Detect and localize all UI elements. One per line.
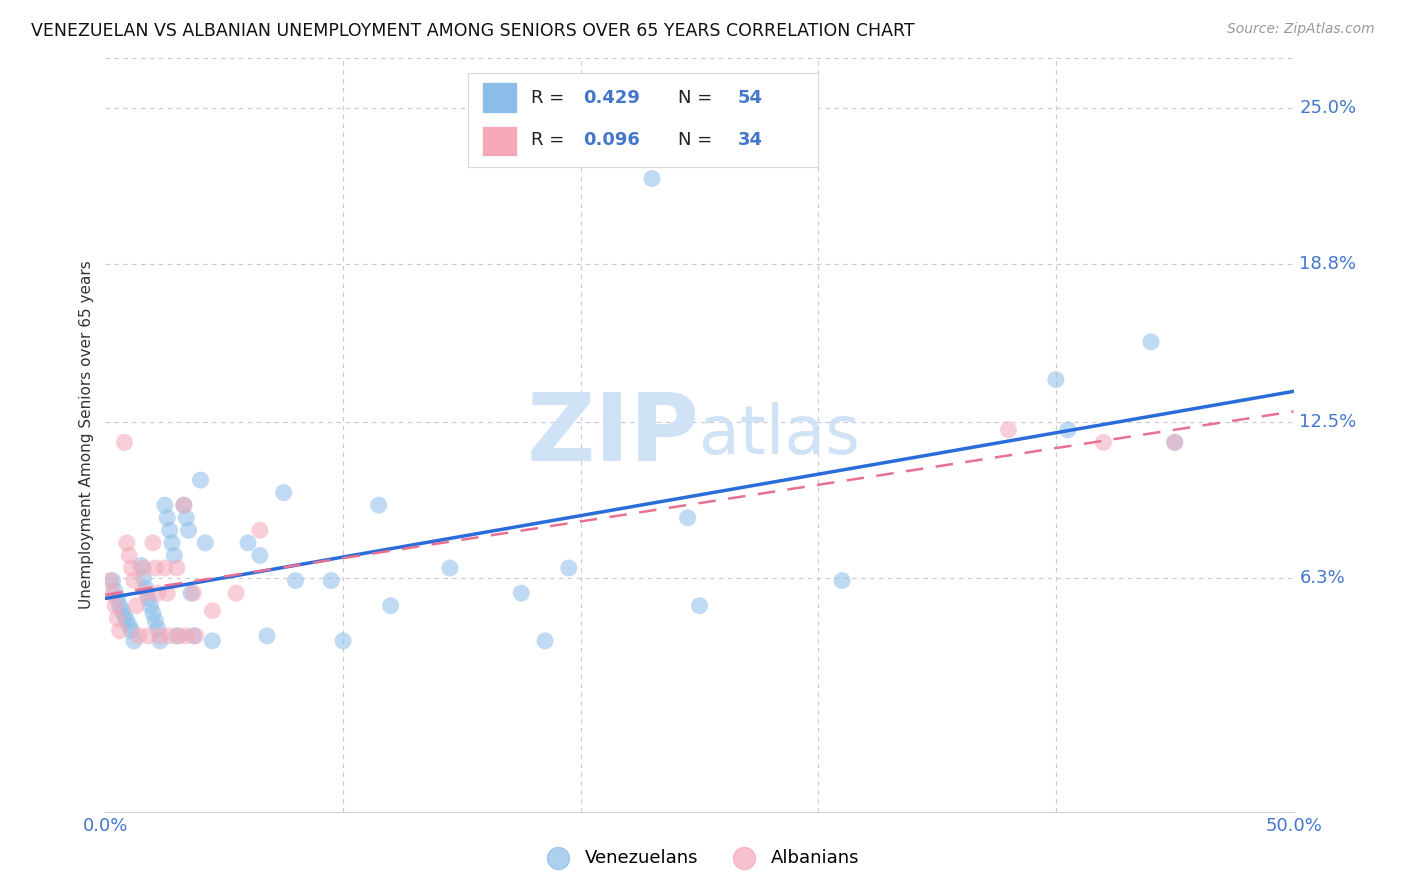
Point bbox=[201, 633, 224, 648]
Point bbox=[177, 524, 200, 538]
Point bbox=[149, 633, 172, 648]
Point bbox=[997, 423, 1019, 437]
Point bbox=[183, 586, 205, 600]
Point bbox=[225, 586, 247, 600]
Point bbox=[1045, 373, 1067, 387]
Point bbox=[180, 586, 202, 600]
Point bbox=[380, 599, 402, 613]
Point bbox=[128, 629, 150, 643]
Point bbox=[136, 591, 159, 606]
Point bbox=[143, 614, 166, 628]
Y-axis label: Unemployment Among Seniors over 65 years: Unemployment Among Seniors over 65 years bbox=[79, 260, 94, 609]
Text: 18.8%: 18.8% bbox=[1299, 255, 1357, 273]
Point bbox=[163, 549, 186, 563]
Point bbox=[118, 619, 141, 633]
Point bbox=[1164, 435, 1187, 450]
Point bbox=[510, 586, 533, 600]
Point bbox=[114, 608, 136, 623]
Point bbox=[641, 171, 664, 186]
Point bbox=[1140, 334, 1163, 349]
Point bbox=[132, 571, 155, 585]
Point bbox=[160, 536, 183, 550]
Text: VENEZUELAN VS ALBANIAN UNEMPLOYMENT AMONG SENIORS OVER 65 YEARS CORRELATION CHAR: VENEZUELAN VS ALBANIAN UNEMPLOYMENT AMON… bbox=[31, 22, 914, 40]
Point bbox=[122, 633, 145, 648]
Point bbox=[249, 524, 271, 538]
Point bbox=[146, 621, 169, 635]
Point bbox=[167, 629, 190, 643]
Point bbox=[115, 614, 138, 628]
Point bbox=[273, 485, 295, 500]
Point bbox=[156, 510, 179, 524]
Point bbox=[98, 574, 121, 588]
Point bbox=[558, 561, 581, 575]
Point bbox=[284, 574, 307, 588]
Point bbox=[101, 586, 124, 600]
Point bbox=[121, 624, 143, 638]
Point bbox=[439, 561, 461, 575]
Point bbox=[142, 606, 165, 620]
Point bbox=[166, 629, 188, 643]
Point bbox=[689, 599, 711, 613]
Point bbox=[831, 574, 853, 588]
Point bbox=[534, 633, 557, 648]
Point bbox=[174, 510, 197, 524]
Point bbox=[332, 633, 354, 648]
Point bbox=[174, 629, 197, 643]
Legend: Venezuelans, Albanians: Venezuelans, Albanians bbox=[533, 842, 866, 874]
Point bbox=[166, 561, 188, 575]
Point bbox=[105, 611, 128, 625]
Point bbox=[114, 435, 136, 450]
Point bbox=[115, 536, 138, 550]
Point bbox=[146, 586, 169, 600]
Point bbox=[1164, 435, 1187, 450]
Point bbox=[236, 536, 259, 550]
Point bbox=[194, 536, 217, 550]
Point bbox=[190, 473, 212, 487]
Point bbox=[249, 549, 271, 563]
Point bbox=[118, 549, 141, 563]
Point bbox=[129, 558, 152, 573]
Point bbox=[139, 599, 162, 613]
Point bbox=[149, 629, 172, 643]
Point bbox=[135, 581, 157, 595]
Text: atlas: atlas bbox=[700, 402, 860, 467]
Point bbox=[101, 574, 124, 588]
Point bbox=[108, 599, 131, 613]
Text: ZIP: ZIP bbox=[527, 389, 700, 481]
Point bbox=[111, 604, 134, 618]
Point bbox=[676, 510, 699, 524]
Point bbox=[108, 624, 131, 638]
Point bbox=[104, 583, 127, 598]
Point bbox=[184, 629, 207, 643]
Point bbox=[173, 498, 195, 512]
Text: 6.3%: 6.3% bbox=[1299, 569, 1346, 587]
Point bbox=[153, 561, 176, 575]
Point bbox=[159, 524, 181, 538]
Point bbox=[201, 604, 224, 618]
Point bbox=[367, 498, 389, 512]
Point bbox=[121, 561, 143, 575]
Point bbox=[1056, 423, 1078, 437]
Point bbox=[256, 629, 278, 643]
Point bbox=[173, 498, 195, 512]
Point bbox=[104, 599, 127, 613]
Point bbox=[136, 629, 159, 643]
Point bbox=[125, 599, 148, 613]
Point bbox=[122, 574, 145, 588]
Text: 12.5%: 12.5% bbox=[1299, 413, 1357, 432]
Point bbox=[156, 586, 179, 600]
Text: Source: ZipAtlas.com: Source: ZipAtlas.com bbox=[1227, 22, 1375, 37]
Point bbox=[142, 536, 165, 550]
Text: 25.0%: 25.0% bbox=[1299, 99, 1357, 117]
Point bbox=[321, 574, 343, 588]
Point bbox=[1092, 435, 1115, 450]
Point bbox=[159, 629, 181, 643]
Point bbox=[105, 591, 128, 606]
Point bbox=[143, 561, 166, 575]
Point bbox=[153, 498, 176, 512]
Point bbox=[183, 629, 205, 643]
Point bbox=[135, 586, 157, 600]
Point bbox=[132, 561, 155, 575]
